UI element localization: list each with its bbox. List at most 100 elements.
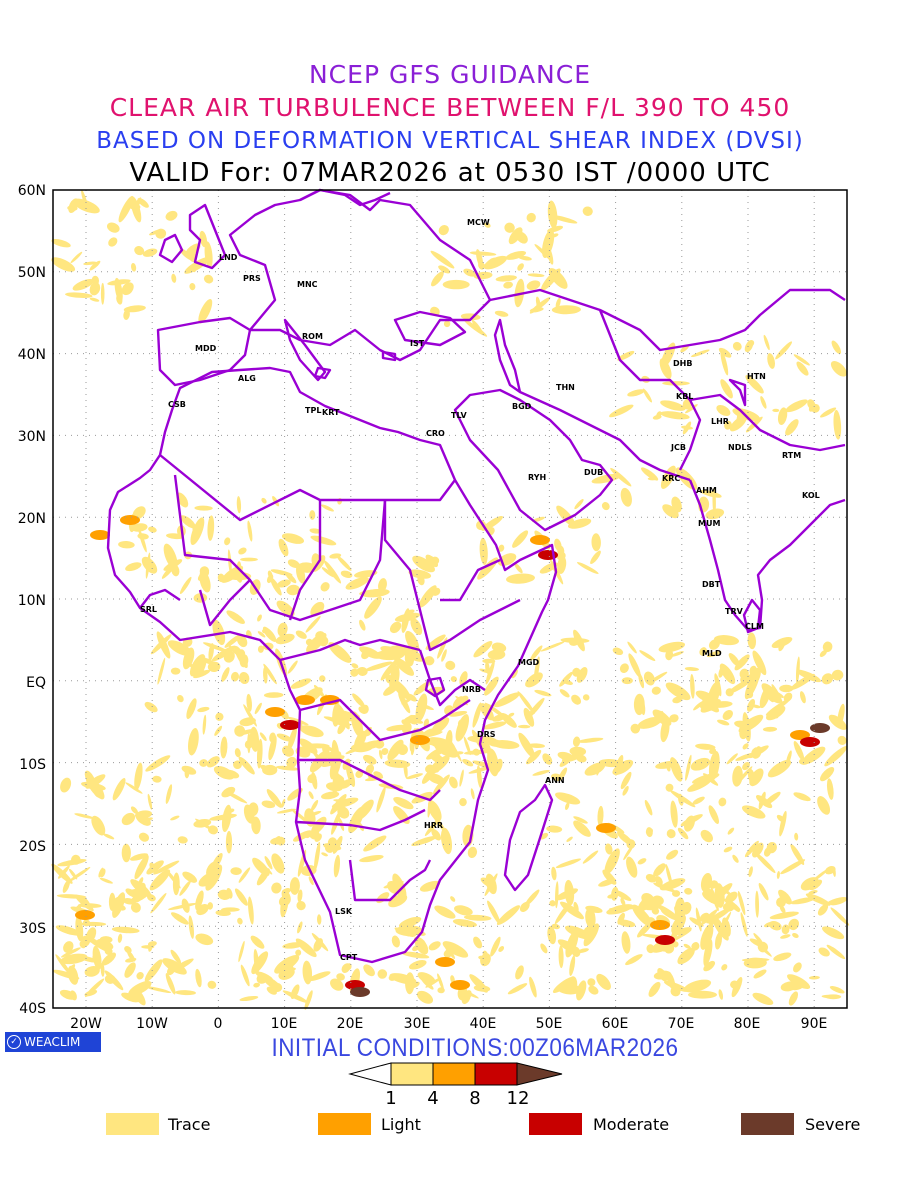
turbulence-trace-patch bbox=[575, 754, 587, 763]
turbulence-trace-patch bbox=[597, 805, 604, 827]
turbulence-trace-patch bbox=[767, 759, 792, 778]
turbulence-trace-patch bbox=[386, 724, 409, 732]
turbulence-trace-patch bbox=[186, 698, 197, 719]
turbulence-trace-patch bbox=[359, 589, 389, 597]
turbulence-trace-patch bbox=[442, 941, 469, 958]
turbulence-trace-patch bbox=[276, 600, 295, 617]
turbulence-trace-patch bbox=[92, 945, 102, 970]
city-label: RTM bbox=[782, 451, 802, 460]
turbulence-trace-patch bbox=[637, 858, 647, 865]
lon-label: 60E bbox=[601, 1016, 629, 1032]
turbulence-trace-patch bbox=[792, 932, 799, 939]
city-label: TPL bbox=[305, 406, 322, 415]
turbulence-trace-patch bbox=[163, 559, 183, 571]
turbulence-trace-patch bbox=[176, 492, 189, 508]
turbulence-trace-patch bbox=[225, 830, 233, 854]
turbulence-trace-patch bbox=[79, 941, 86, 949]
lat-label: 30N bbox=[17, 429, 46, 445]
city-label: CSB bbox=[168, 400, 186, 409]
turbulence-trace-patch bbox=[311, 772, 318, 790]
turbulence-trace-patch bbox=[709, 701, 733, 708]
turbulence-trace-patch bbox=[445, 730, 453, 750]
turbulence-trace-patch bbox=[680, 814, 703, 827]
turbulence-trace-patch bbox=[238, 940, 245, 963]
turbulence-trace-patch bbox=[749, 667, 761, 687]
turbulence-trace-patch bbox=[432, 774, 450, 795]
turbulence-trace-patch bbox=[526, 697, 545, 719]
turbulence-trace-patch bbox=[540, 641, 565, 652]
turbulence-trace-patch bbox=[665, 682, 691, 701]
turbulence-trace-patch bbox=[681, 425, 693, 430]
turbulence-trace-patch bbox=[197, 706, 210, 713]
turbulence-trace-patch bbox=[170, 667, 181, 675]
turbulence-trace-patch bbox=[103, 833, 115, 840]
turbulence-trace-patch bbox=[555, 881, 559, 909]
turbulence-trace-patch bbox=[720, 379, 733, 399]
turbulence-trace-patch bbox=[108, 237, 118, 247]
turbulence-trace-patch bbox=[565, 930, 579, 958]
turbulence-trace-patch bbox=[84, 989, 98, 997]
turbulence-trace-patch bbox=[337, 498, 343, 505]
turbulence-trace-patch bbox=[398, 916, 422, 928]
turbulence-trace-patch bbox=[799, 691, 806, 704]
turbulence-trace-patch bbox=[276, 733, 293, 742]
turbulence-trace-patch bbox=[134, 882, 146, 903]
turbulence-trace-patch bbox=[302, 960, 313, 985]
turbulence-trace-patch bbox=[177, 836, 188, 844]
city-label: ALG bbox=[238, 374, 256, 383]
turbulence-trace-patch bbox=[779, 810, 787, 837]
lat-label: 40N bbox=[17, 347, 46, 363]
turbulence-trace-patch bbox=[777, 407, 788, 425]
turbulence-trace-patch bbox=[296, 900, 306, 911]
turbulence-trace-patch bbox=[148, 526, 157, 533]
turbulence-trace-patch bbox=[263, 667, 268, 684]
turbulence-trace-patch bbox=[179, 576, 192, 594]
turbulence-trace-patch bbox=[692, 796, 705, 805]
city-label: DHB bbox=[673, 359, 693, 368]
turbulence-trace-patch bbox=[91, 815, 106, 836]
turbulence-trace-patch bbox=[758, 882, 769, 901]
map-frame bbox=[52, 189, 848, 1009]
turbulence-trace-patch bbox=[518, 724, 531, 729]
turbulence-trace-patch bbox=[529, 976, 537, 998]
turbulence-trace-patch bbox=[118, 195, 134, 223]
turbulence-trace-patch bbox=[251, 816, 261, 835]
turbulence-moderate-patch bbox=[280, 720, 300, 730]
turbulence-trace-patch bbox=[688, 990, 717, 999]
turbulence-trace-patch bbox=[463, 736, 471, 756]
turbulence-trace-patch bbox=[747, 632, 757, 650]
turbulence-trace-patch bbox=[256, 868, 270, 886]
turbulence-trace-patch bbox=[266, 789, 282, 808]
turbulence-trace-patch bbox=[808, 890, 818, 895]
turbulence-trace-patch bbox=[690, 674, 695, 699]
turbulence-trace-patch bbox=[274, 954, 300, 974]
turbulence-trace-patch bbox=[126, 950, 136, 962]
turbulence-trace-patch bbox=[195, 968, 202, 988]
turbulence-trace-patch bbox=[320, 582, 330, 592]
turbulence-trace-patch bbox=[134, 854, 149, 880]
turbulence-trace-patch bbox=[240, 557, 258, 562]
turbulence-trace-patch bbox=[670, 800, 678, 828]
turbulence-trace-patch bbox=[223, 650, 235, 663]
turbulence-trace-patch bbox=[528, 743, 545, 749]
turbulence-trace-patch bbox=[118, 540, 135, 549]
lon-label: 20E bbox=[336, 1016, 364, 1032]
turbulence-trace-patch bbox=[281, 889, 291, 904]
turbulence-trace-patch bbox=[89, 260, 101, 271]
turbulence-trace-patch bbox=[239, 995, 259, 1002]
lon-label: 10W bbox=[136, 1016, 168, 1032]
turbulence-trace-patch bbox=[640, 700, 646, 716]
turbulence-trace-patch bbox=[482, 658, 496, 664]
turbulence-trace-patch bbox=[188, 915, 194, 939]
turbulence-trace-patch bbox=[787, 974, 811, 989]
turbulence-trace-patch bbox=[383, 881, 404, 889]
turbulence-trace-patch bbox=[145, 755, 171, 772]
turbulence-trace-patch bbox=[709, 748, 717, 754]
turbulence-trace-patch bbox=[351, 711, 364, 738]
turbulence-trace-patch bbox=[278, 538, 289, 557]
turbulence-trace-patch bbox=[755, 795, 773, 809]
turbulence-trace-patch bbox=[826, 944, 846, 960]
turbulence-trace-patch bbox=[144, 959, 163, 982]
turbulence-trace-patch bbox=[726, 753, 738, 765]
turbulence-trace-patch bbox=[253, 948, 260, 974]
